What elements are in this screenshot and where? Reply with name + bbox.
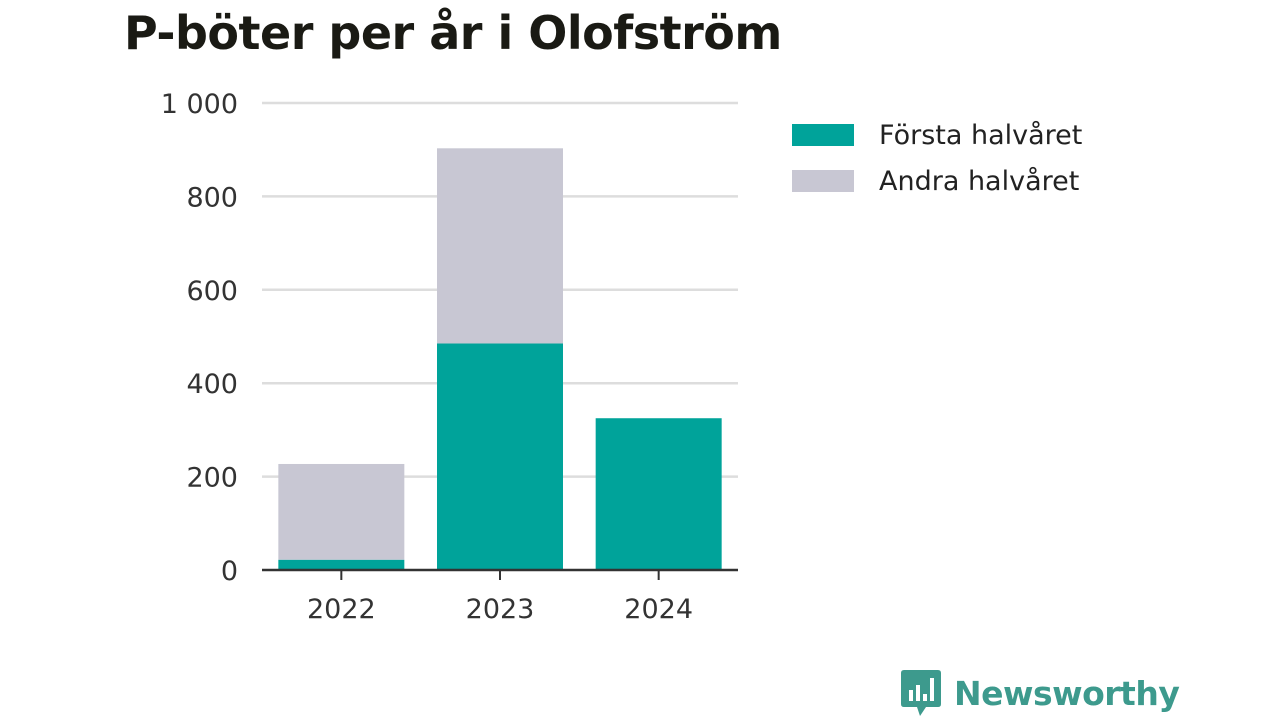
- legend-label-second-half: Andra halvåret: [879, 165, 1080, 197]
- legend-item-first-half: Första halvåret: [792, 112, 1082, 158]
- legend: Första halvåret Andra halvåret: [792, 112, 1082, 204]
- y-tick-label-800: 800: [186, 182, 238, 213]
- tick-labels: 0 200 400 600 800 1 000 2022 2023 2024: [161, 89, 693, 625]
- legend-swatch-second-half: [792, 170, 854, 192]
- chart-title: P-böter per år i Olofström: [124, 6, 782, 60]
- legend-swatch-first-half: [792, 124, 854, 146]
- bar-2022-series-1: [278, 559, 405, 570]
- bar-2023-series-1: [437, 343, 563, 570]
- brand-logo: Newsworthy: [900, 668, 1180, 718]
- legend-label-first-half: Första halvåret: [879, 119, 1083, 151]
- bar-chart-speech-bubble-icon: [901, 670, 941, 716]
- brand-name: Newsworthy: [954, 673, 1180, 713]
- y-tick-label-200: 200: [186, 463, 238, 494]
- bar-2024-series-1: [595, 418, 722, 570]
- axes: [262, 568, 738, 580]
- y-tick-label-600: 600: [186, 276, 238, 307]
- x-tick-label-2023: 2023: [466, 594, 535, 625]
- y-tick-label-1000: 1 000: [161, 89, 238, 120]
- bars: [278, 148, 722, 570]
- legend-item-second-half: Andra halvåret: [792, 158, 1082, 204]
- x-tick-label-2022: 2022: [307, 594, 376, 625]
- bar-2023-series-2: [437, 148, 563, 344]
- x-tick-label-2024: 2024: [624, 594, 693, 625]
- bar-2022-series-2: [278, 463, 405, 560]
- y-tick-label-400: 400: [186, 369, 238, 400]
- y-tick-label-0: 0: [221, 556, 238, 587]
